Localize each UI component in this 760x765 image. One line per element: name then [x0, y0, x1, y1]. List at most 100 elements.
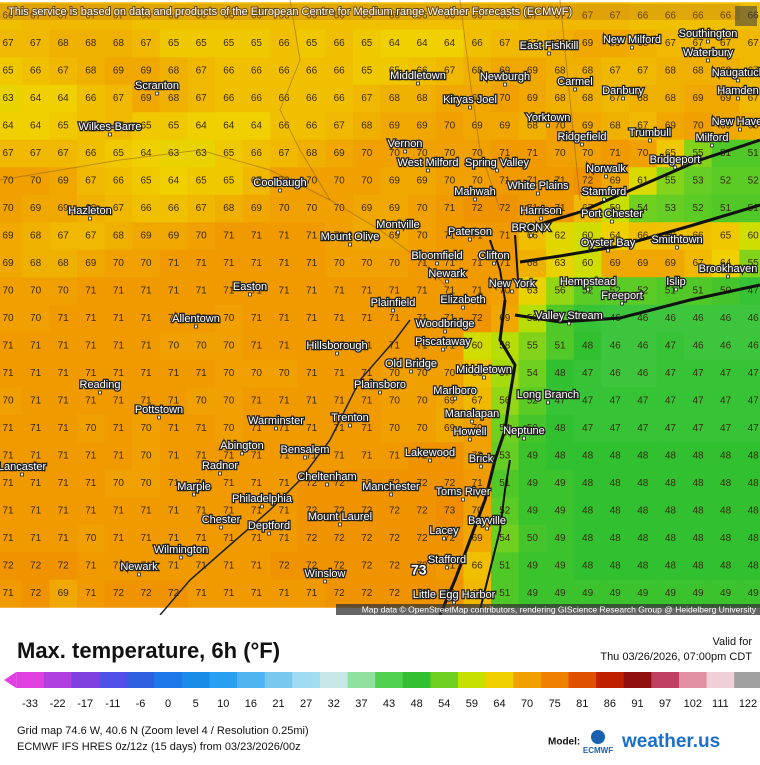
grid-value: 72: [334, 478, 346, 489]
grid-cell: [463, 552, 492, 581]
city-label: Hempstead: [560, 276, 616, 288]
legend-swatch: [237, 672, 266, 688]
city-dot: [482, 375, 486, 380]
grid-cell: [159, 84, 188, 113]
grid-value: 71: [499, 231, 511, 242]
grid-value: 66: [140, 203, 152, 214]
brand-logo[interactable]: weather.us: [621, 731, 720, 752]
grid-value: 70: [85, 423, 97, 434]
grid-value: 71: [389, 341, 401, 352]
grid-value: 71: [499, 176, 511, 187]
grid-cell: [77, 249, 106, 278]
grid-value: 72: [582, 176, 594, 187]
grid-cell: [463, 277, 492, 306]
grid-value: 72: [416, 561, 428, 572]
city-label: New York: [489, 278, 536, 290]
city-dot: [706, 58, 710, 63]
grid-cell: [739, 57, 760, 86]
city-label: Middletown: [390, 70, 446, 82]
grid-cell: [739, 332, 760, 361]
city-dot: [274, 426, 278, 431]
legend-tick-label: 10: [217, 698, 229, 710]
grid-cell: [0, 414, 23, 443]
grid-value: 66: [278, 66, 290, 77]
grid-value: 72: [334, 533, 346, 544]
close-button[interactable]: [735, 6, 757, 26]
grid-cell: [187, 222, 216, 251]
grid-cell: [353, 222, 382, 251]
grid-value: 71: [334, 423, 346, 434]
legend-tick-label: 111: [712, 698, 729, 710]
grid-value: 66: [251, 148, 263, 159]
grid-cell: [435, 469, 464, 498]
grid-value: 71: [113, 368, 125, 379]
grid-cell: [325, 277, 354, 306]
grid-cell: [629, 112, 658, 141]
grid-value: 69: [527, 66, 539, 77]
grid-cell: [435, 84, 464, 113]
grid-value: 71: [334, 313, 346, 324]
grid-cell: [21, 57, 50, 86]
grid-value: 72: [416, 588, 428, 599]
grid-value: 49: [692, 588, 704, 599]
grid-cell: [104, 29, 133, 58]
city-dot: [510, 289, 514, 294]
grid-cell: [739, 359, 760, 388]
grid-value: 49: [527, 588, 539, 599]
grid-cell: [656, 222, 685, 251]
city-dot: [348, 423, 352, 428]
grid-value: 67: [748, 38, 760, 49]
grid-value: 48: [554, 451, 566, 462]
grid-cell: [353, 249, 382, 278]
city-label: Waterbury: [683, 47, 734, 59]
grid-cell: [601, 552, 630, 581]
grid-value: 67: [527, 38, 539, 49]
legend-swatch: [43, 672, 72, 688]
grid-cell: [49, 139, 78, 168]
grid-cell: [159, 552, 188, 581]
grid-value: 71: [306, 258, 318, 269]
grid-value: 71: [306, 341, 318, 352]
grid-cell: [49, 112, 78, 141]
grid-cell: [297, 469, 326, 498]
grid-cell: [325, 2, 354, 31]
grid-value: 48: [637, 533, 649, 544]
grid-cell: [242, 359, 271, 388]
grid-cell: [435, 112, 464, 141]
grid-cell: [215, 167, 244, 196]
grid-value: 50: [527, 423, 539, 434]
city-label: Stamford: [582, 186, 627, 198]
grid-value: 70: [554, 121, 566, 132]
grid-cell: [491, 57, 520, 86]
grid-value: 49: [554, 561, 566, 572]
city-dot: [648, 138, 652, 143]
grid-cell: [353, 57, 382, 86]
grid-cell: [601, 249, 630, 278]
grid-cell: [601, 414, 630, 443]
grid-value: 67: [582, 11, 594, 22]
grid-cell: [739, 387, 760, 416]
grid-value: 48: [720, 451, 732, 462]
grid-cell: [573, 414, 602, 443]
grid-value: 46: [637, 341, 649, 352]
grid-value: 71: [444, 313, 456, 324]
grid-value: 71: [334, 451, 346, 462]
grid-cell: [187, 414, 216, 443]
grid-value: 71: [58, 341, 70, 352]
grid-cell: [270, 387, 299, 416]
grid-value: 51: [499, 478, 511, 489]
grid-cell: [159, 497, 188, 526]
grid-value: 70: [113, 258, 125, 269]
grid-cell: [601, 2, 630, 31]
legend-swatch: [430, 672, 459, 688]
grid-value: 66: [306, 11, 318, 22]
city-label: New Milford: [603, 34, 661, 46]
grid-cell: [77, 29, 106, 58]
grid-cell: [77, 414, 106, 443]
grid-value: 72: [361, 561, 373, 572]
grid-cell: [573, 57, 602, 86]
grid-cell: [187, 84, 216, 113]
grid-value: 71: [444, 561, 456, 572]
grid-value: 52: [692, 203, 704, 214]
grid-cell: [77, 579, 106, 608]
